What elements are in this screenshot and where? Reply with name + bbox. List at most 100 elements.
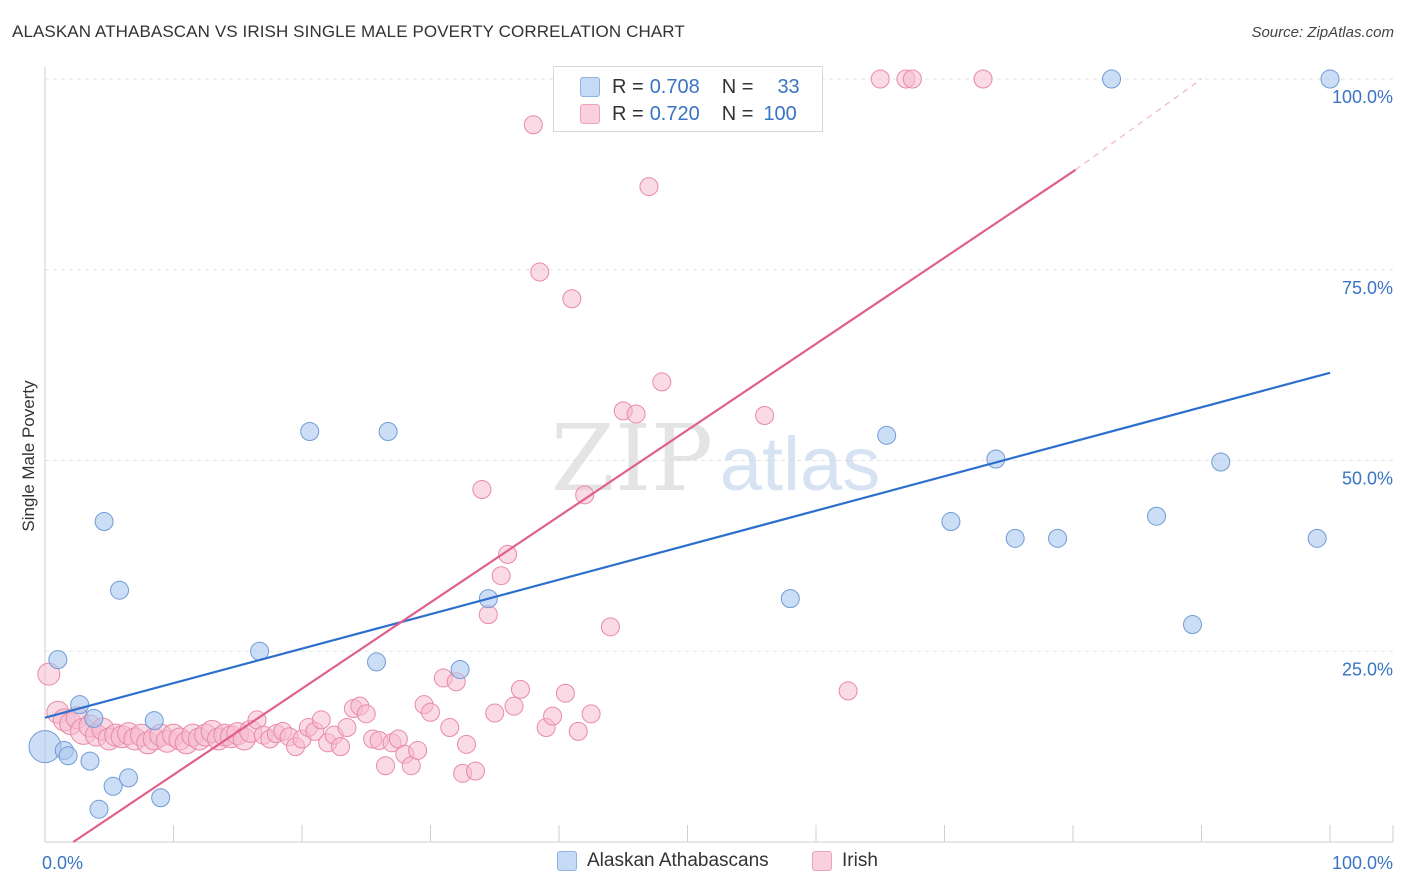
athabascan-point xyxy=(1102,69,1122,89)
athabascan-point xyxy=(780,589,800,609)
watermark: ZIP atlas xyxy=(551,405,880,512)
athabascan-point xyxy=(94,512,114,532)
x-tick-label: 100.0% xyxy=(1332,853,1393,873)
irish-point xyxy=(478,605,498,625)
y-tick-label: 25.0% xyxy=(1342,659,1393,679)
bottom-legend-athabascan: Alaskan Athabascans xyxy=(557,850,769,872)
irish-point xyxy=(568,721,588,741)
athabascan-point xyxy=(144,711,164,731)
irish-point xyxy=(465,761,485,781)
axes xyxy=(44,67,1394,843)
legend-n-value: 100 xyxy=(763,102,797,125)
athabascan-trend-line xyxy=(44,371,1331,719)
irish-point xyxy=(973,69,993,89)
y-axis-label: Single Male Poverty xyxy=(19,380,38,532)
athabascan-point xyxy=(80,751,100,771)
athabascan-point xyxy=(1307,528,1327,548)
athabascan-point xyxy=(119,768,139,788)
legend-n-label: N = xyxy=(721,102,754,125)
legend-n-label: N = xyxy=(721,75,754,98)
bottom-legend-label: Alaskan Athabascans xyxy=(587,850,769,871)
irish-point xyxy=(870,69,890,89)
irish-point xyxy=(600,617,620,637)
irish-point xyxy=(902,69,922,89)
irish-point xyxy=(311,710,331,730)
irish-point xyxy=(530,262,550,282)
irish-point xyxy=(755,405,775,425)
athabascan-point xyxy=(986,449,1006,469)
legend-r-label: R = xyxy=(612,102,644,125)
irish-point xyxy=(510,679,530,699)
irish-point xyxy=(504,696,524,716)
athabascan-point xyxy=(1005,528,1025,548)
legend-row-athabascan: R = 0.708 N = 33 xyxy=(580,73,800,101)
legend-n-value: 33 xyxy=(777,75,800,98)
athabascan-points xyxy=(28,69,1340,819)
irish-point xyxy=(485,703,505,723)
irish-point xyxy=(472,479,492,499)
watermark-atlas: atlas xyxy=(720,422,881,507)
irish-point xyxy=(331,737,351,757)
athabascan-point xyxy=(103,776,123,796)
legend-swatch-pink xyxy=(580,104,600,124)
irish-point xyxy=(639,177,659,197)
source-label: Source: ZipAtlas.com xyxy=(1251,24,1394,41)
irish-point xyxy=(581,704,601,724)
athabascan-point xyxy=(151,788,171,808)
irish-point xyxy=(838,681,858,701)
athabascan-point xyxy=(877,425,897,445)
chart-title: ALASKAN ATHABASCAN VS IRISH SINGLE MALE … xyxy=(12,22,685,41)
legend-r-value: 0.708 xyxy=(649,75,700,98)
athabascan-point xyxy=(1147,506,1167,526)
athabascan-point xyxy=(450,660,470,680)
athabascan-point xyxy=(110,580,130,600)
irish-point xyxy=(523,115,543,135)
y-tick-label: 100.0% xyxy=(1332,87,1393,107)
irish-point xyxy=(421,702,440,722)
athabascan-point xyxy=(1048,528,1068,548)
bottom-legend-swatch-pink xyxy=(812,851,832,871)
y-tick-label: 75.0% xyxy=(1342,278,1393,298)
athabascan-point xyxy=(367,652,387,672)
bottom-legend-swatch-blue xyxy=(557,851,577,871)
irish-point xyxy=(440,718,460,738)
irish-point xyxy=(356,704,376,724)
irish-point xyxy=(626,404,646,424)
athabascan-point xyxy=(378,422,398,442)
athabascan-point xyxy=(58,746,78,766)
athabascan-point xyxy=(941,512,961,532)
legend-r-value: 0.720 xyxy=(649,102,700,125)
legend-row-irish: R = 0.720 N = 100 xyxy=(580,100,797,128)
athabascan-point xyxy=(1320,69,1340,89)
irish-point xyxy=(376,756,396,776)
irish-point xyxy=(408,740,428,760)
irish-trend-extension xyxy=(1075,78,1202,171)
irish-trend-line xyxy=(72,168,1077,843)
irish-point xyxy=(555,683,575,703)
irish-point xyxy=(491,566,511,586)
grid-lines xyxy=(45,78,1393,652)
irish-points xyxy=(37,69,993,783)
irish-point xyxy=(498,544,518,564)
irish-point xyxy=(543,706,563,726)
legend-swatch-blue xyxy=(580,77,600,97)
athabascan-point xyxy=(48,650,68,670)
athabascan-point xyxy=(300,422,320,442)
irish-point xyxy=(575,485,595,505)
irish-point xyxy=(652,372,672,392)
y-tick-label: 50.0% xyxy=(1342,469,1393,489)
athabascan-point xyxy=(1183,615,1203,635)
irish-point xyxy=(456,734,476,754)
bottom-legend-irish: Irish xyxy=(812,850,878,872)
correlation-legend: R = 0.708 N = 33 R = 0.720 N = 100 xyxy=(553,66,823,132)
bottom-legend-label: Irish xyxy=(842,850,878,871)
irish-point xyxy=(562,289,582,309)
athabascan-point xyxy=(89,799,109,819)
trend-lines xyxy=(44,78,1331,843)
athabascan-point xyxy=(1211,452,1231,472)
irish-point xyxy=(337,718,357,738)
x-tick-label: 0.0% xyxy=(42,853,83,873)
athabascan-point xyxy=(84,708,104,728)
tick-labels: 25.0% 50.0% 75.0% 100.0% 0.0% 100.0% xyxy=(42,87,1393,873)
